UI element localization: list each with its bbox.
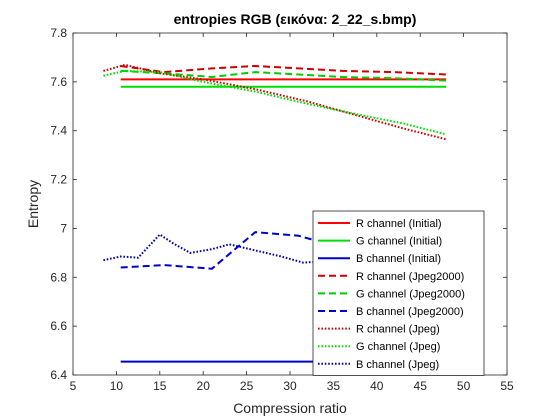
y-tick-label: 7.8 [50, 26, 67, 40]
chart-title: entropies RGB (εικόνα: 2_22_s.bmp) [174, 11, 417, 27]
y-tick-label: 6.8 [50, 270, 67, 284]
series-line-4 [120, 64, 447, 76]
x-tick-label: 35 [327, 379, 341, 393]
y-tick-label: 6.6 [50, 319, 67, 333]
legend-entry-label: R channel (Initial) [356, 218, 442, 230]
legend-entry-label: B channel (Jpeg) [356, 359, 439, 371]
legend-entry-label: B channel (Initial) [356, 253, 441, 265]
x-tick-label: 45 [414, 379, 428, 393]
x-axis-title: Compression ratio [233, 400, 347, 416]
plot-area: 5 10 15 20 25 30 35 40 45 50 55 6.4 6.6 6.8 7 7.2 7.4 7.… [50, 26, 514, 393]
x-tick-label: 20 [197, 379, 211, 393]
legend-entry-label: G channel (Jpeg2000) [356, 288, 465, 300]
x-tick-label: 55 [500, 379, 514, 393]
x-axis: 5 10 15 20 25 30 35 40 45 50 55 [70, 33, 514, 393]
legend-entry-label: B channel (Jpeg2000) [356, 306, 464, 318]
y-axis-title: Entropy [25, 180, 41, 228]
legend-entry-label: R channel (Jpeg2000) [356, 271, 464, 283]
y-tick-label: 7.2 [50, 173, 67, 187]
series-line-8 [103, 69, 447, 136]
series-line-7 [103, 63, 447, 141]
legend-entry-label: R channel (Jpeg) [356, 324, 440, 336]
y-axis: 6.4 6.6 6.8 7 7.2 7.4 7.6 7.8 [50, 26, 507, 382]
y-tick-label: 7.6 [50, 75, 67, 89]
series-line-5 [120, 69, 447, 82]
legend-entry-label: G channel (Jpeg) [356, 341, 440, 353]
x-tick-label: 40 [370, 379, 384, 393]
legend: R channel (Initial) G channel (Initial) B … [312, 210, 485, 376]
x-tick-label: 5 [70, 379, 77, 393]
y-tick-label: 7 [60, 221, 67, 235]
series-line-6 [120, 231, 343, 270]
x-tick-label: 50 [457, 379, 471, 393]
x-tick-label: 10 [110, 379, 124, 393]
series-line-9 [103, 233, 325, 264]
y-tick-label: 6.4 [50, 368, 67, 382]
x-tick-label: 25 [240, 379, 254, 393]
y-tick-label: 7.4 [50, 124, 67, 138]
series-layer [103, 63, 447, 363]
x-tick-label: 15 [153, 379, 167, 393]
legend-entry-label: G channel (Initial) [356, 236, 442, 248]
x-tick-label: 30 [283, 379, 297, 393]
